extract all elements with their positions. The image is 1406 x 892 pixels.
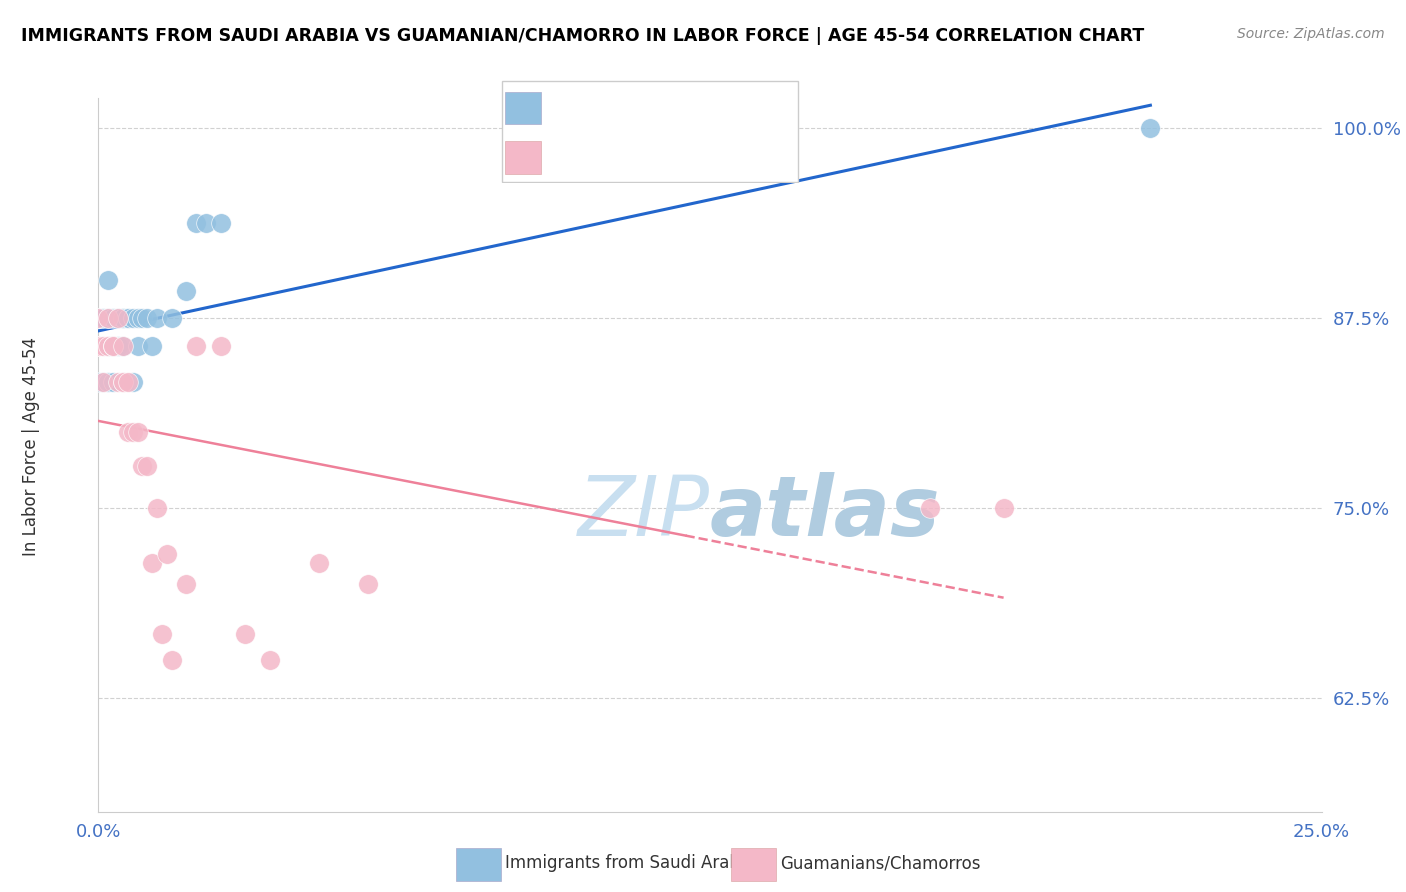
Point xyxy=(97,273,120,287)
Text: 32: 32 xyxy=(741,99,765,117)
Point xyxy=(87,311,110,326)
Point xyxy=(117,375,139,389)
Point xyxy=(107,375,129,389)
Point xyxy=(91,338,114,352)
Point xyxy=(97,375,120,389)
Point xyxy=(127,338,149,352)
Text: R =: R = xyxy=(551,99,581,117)
Point xyxy=(356,577,378,591)
Point xyxy=(176,577,198,591)
Point xyxy=(146,501,169,516)
Text: -0.044: -0.044 xyxy=(614,148,673,166)
Text: 0.643: 0.643 xyxy=(614,99,666,117)
Point xyxy=(186,216,208,230)
Text: N =: N = xyxy=(689,99,721,117)
Point xyxy=(121,375,143,389)
Point xyxy=(101,338,124,352)
FancyBboxPatch shape xyxy=(456,847,501,880)
Point xyxy=(136,458,159,473)
Point xyxy=(111,338,134,352)
Point xyxy=(160,653,183,667)
Point xyxy=(91,311,114,326)
Point xyxy=(209,338,232,352)
Point xyxy=(146,311,169,326)
Point xyxy=(121,311,143,326)
Text: R =: R = xyxy=(551,148,581,166)
Point xyxy=(131,458,153,473)
Point xyxy=(117,311,139,326)
Point xyxy=(97,311,120,326)
Point xyxy=(308,556,330,570)
Point xyxy=(127,425,149,439)
Point xyxy=(195,216,218,230)
Point xyxy=(111,311,134,326)
Point xyxy=(117,425,139,439)
Text: Immigrants from Saudi Arabia: Immigrants from Saudi Arabia xyxy=(505,854,755,872)
Point xyxy=(101,338,124,352)
Point xyxy=(87,375,110,389)
Point xyxy=(117,311,139,326)
Point xyxy=(233,627,256,641)
Point xyxy=(101,311,124,326)
FancyBboxPatch shape xyxy=(731,847,776,880)
Point xyxy=(259,653,281,667)
Text: atlas: atlas xyxy=(710,472,941,552)
Text: Source: ZipAtlas.com: Source: ZipAtlas.com xyxy=(1237,27,1385,41)
Point xyxy=(107,311,129,326)
Point xyxy=(97,338,120,352)
Point xyxy=(107,311,129,326)
Point xyxy=(186,338,208,352)
Point xyxy=(160,311,183,326)
Point xyxy=(176,284,198,298)
Point xyxy=(91,375,114,389)
Point xyxy=(107,338,129,352)
Point xyxy=(87,338,110,352)
Point xyxy=(141,556,163,570)
Point xyxy=(150,627,173,641)
Point xyxy=(121,425,143,439)
Point xyxy=(111,311,134,326)
FancyBboxPatch shape xyxy=(505,92,541,124)
Point xyxy=(101,338,124,352)
Point xyxy=(209,216,232,230)
FancyBboxPatch shape xyxy=(502,81,799,182)
Point xyxy=(141,338,163,352)
FancyBboxPatch shape xyxy=(505,141,541,174)
Text: 36: 36 xyxy=(741,148,763,166)
Text: Guamanians/Chamorros: Guamanians/Chamorros xyxy=(780,854,981,872)
Point xyxy=(87,338,110,352)
Point xyxy=(1139,121,1161,136)
Point xyxy=(111,375,134,389)
Point xyxy=(920,501,942,516)
Text: IMMIGRANTS FROM SAUDI ARABIA VS GUAMANIAN/CHAMORRO IN LABOR FORCE | AGE 45-54 CO: IMMIGRANTS FROM SAUDI ARABIA VS GUAMANIA… xyxy=(21,27,1144,45)
Point xyxy=(97,311,120,326)
Point xyxy=(156,547,179,561)
Point xyxy=(101,375,124,389)
Text: In Labor Force | Age 45-54: In Labor Force | Age 45-54 xyxy=(22,336,39,556)
Point xyxy=(87,311,110,326)
Point xyxy=(91,375,114,389)
Point xyxy=(136,311,159,326)
Point xyxy=(131,311,153,326)
Point xyxy=(993,501,1015,516)
Text: ZIP: ZIP xyxy=(578,472,710,552)
Text: N =: N = xyxy=(689,148,721,166)
Point xyxy=(101,338,124,352)
Point xyxy=(111,338,134,352)
Point xyxy=(127,311,149,326)
Point xyxy=(97,338,120,352)
Point xyxy=(111,375,134,389)
Point xyxy=(87,338,110,352)
